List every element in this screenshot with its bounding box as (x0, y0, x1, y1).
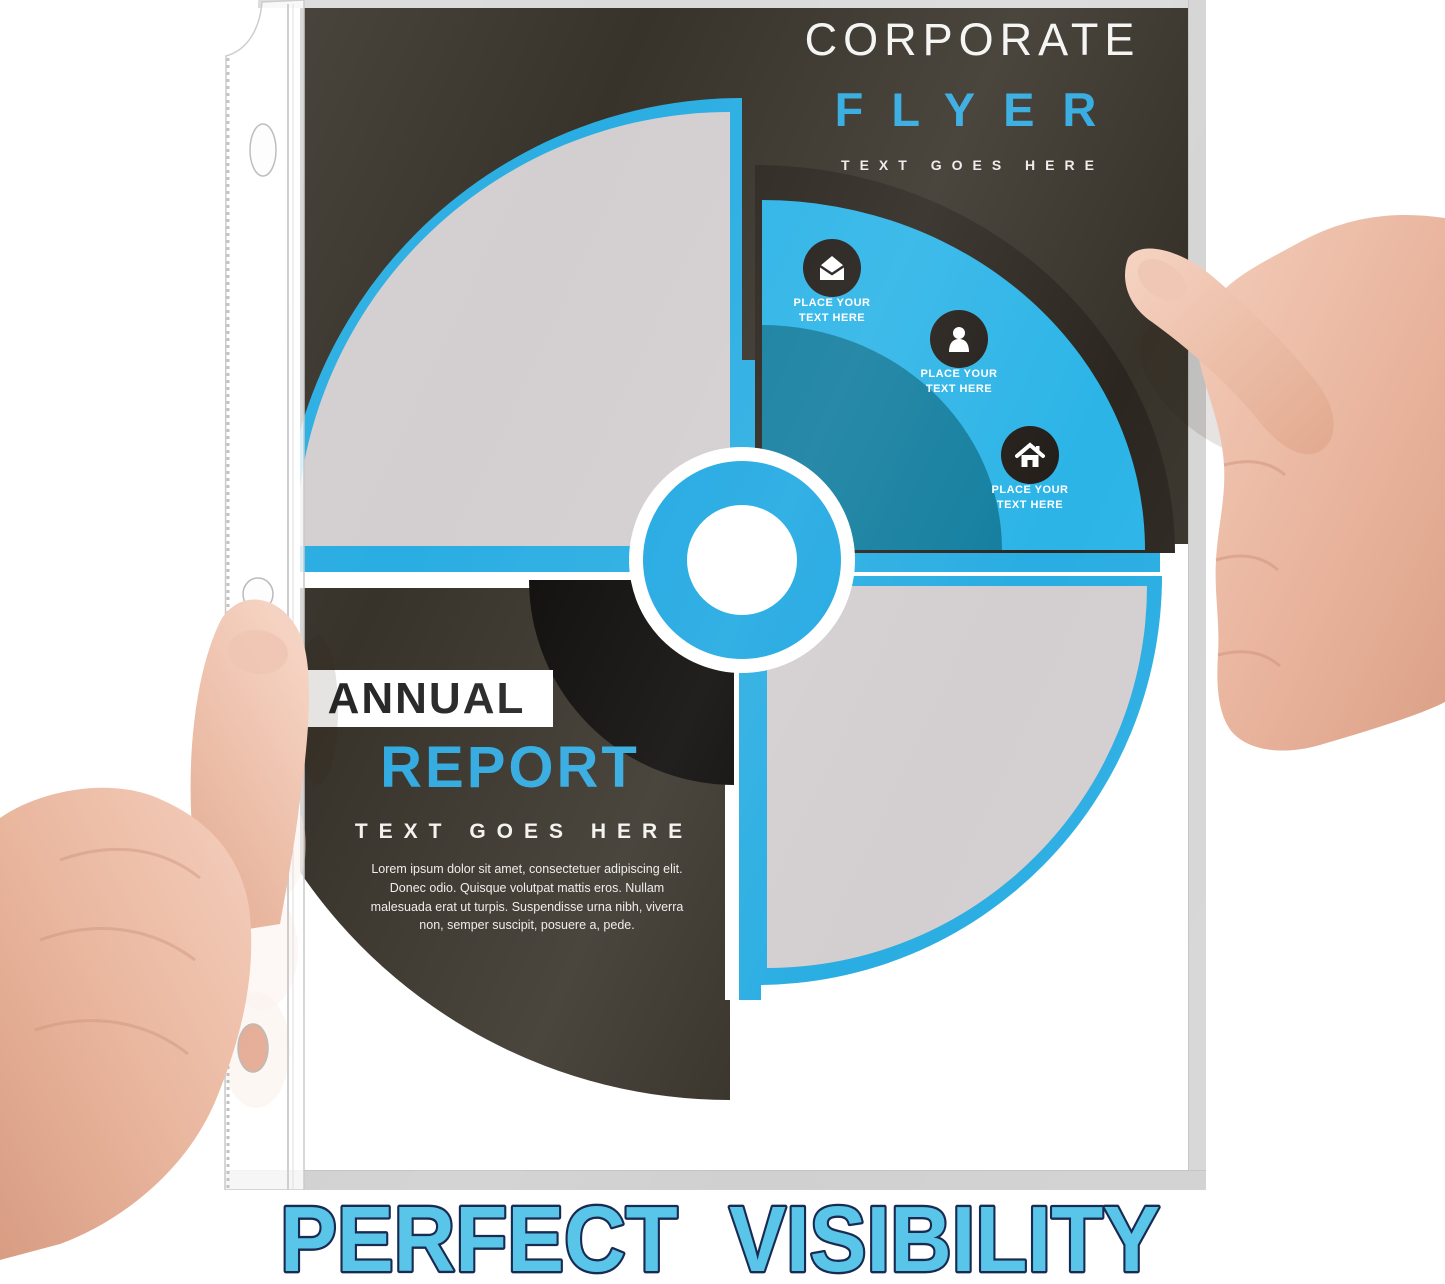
left-hand (0, 599, 338, 1260)
infographic-label-3: PLACE YOUR TEXT HERE (991, 484, 1069, 511)
right-thumbnail (1137, 259, 1187, 301)
protector-bottom-edge (225, 1170, 1206, 1190)
infographic-label-1: PLACE YOUR TEXT HERE (793, 297, 871, 324)
caption-text: PERFECT VISIBILITY (280, 1192, 1160, 1284)
quarter-bottomright-fill (767, 586, 1147, 968)
home-icon (1001, 426, 1059, 484)
flyer-subtitle: FLYER (834, 83, 1125, 136)
annual-kicker-bar: ANNUAL (300, 670, 553, 727)
flyer-header-tagline: TEXT GOES HERE (841, 157, 1104, 173)
right-hand (1125, 215, 1445, 751)
quarter-topleft-fill (300, 112, 730, 546)
binder-hole-top (249, 123, 277, 177)
left-thumbnail (228, 629, 288, 675)
left-palm-creases (34, 847, 201, 1056)
infographic-label-2: PLACE YOUR TEXT HERE (920, 368, 998, 395)
protector-top-edge (258, 0, 1205, 8)
person-icon (930, 310, 988, 368)
flyer-header: CORPORATE FLYER TEXT GOES HERE (800, 14, 1145, 173)
annual-kicker: ANNUAL (327, 673, 526, 723)
mail-icon (803, 239, 861, 297)
flyer-title: CORPORATE (804, 14, 1141, 65)
right-palm (1198, 215, 1445, 751)
center-hole (687, 505, 797, 615)
flyer-artwork (300, 8, 1190, 1100)
left-palm (0, 787, 252, 1260)
right-palm-creases (1215, 460, 1286, 668)
report-tagline: TEXT GOES HERE (354, 820, 694, 843)
caption-banner: PERFECT VISIBILITY (278, 1192, 1162, 1284)
binder-hole-bottom (237, 1023, 269, 1073)
report-body: Lorem ipsum dolor sit amet, consectetuer… (370, 862, 684, 933)
report-title: REPORT (380, 735, 640, 800)
